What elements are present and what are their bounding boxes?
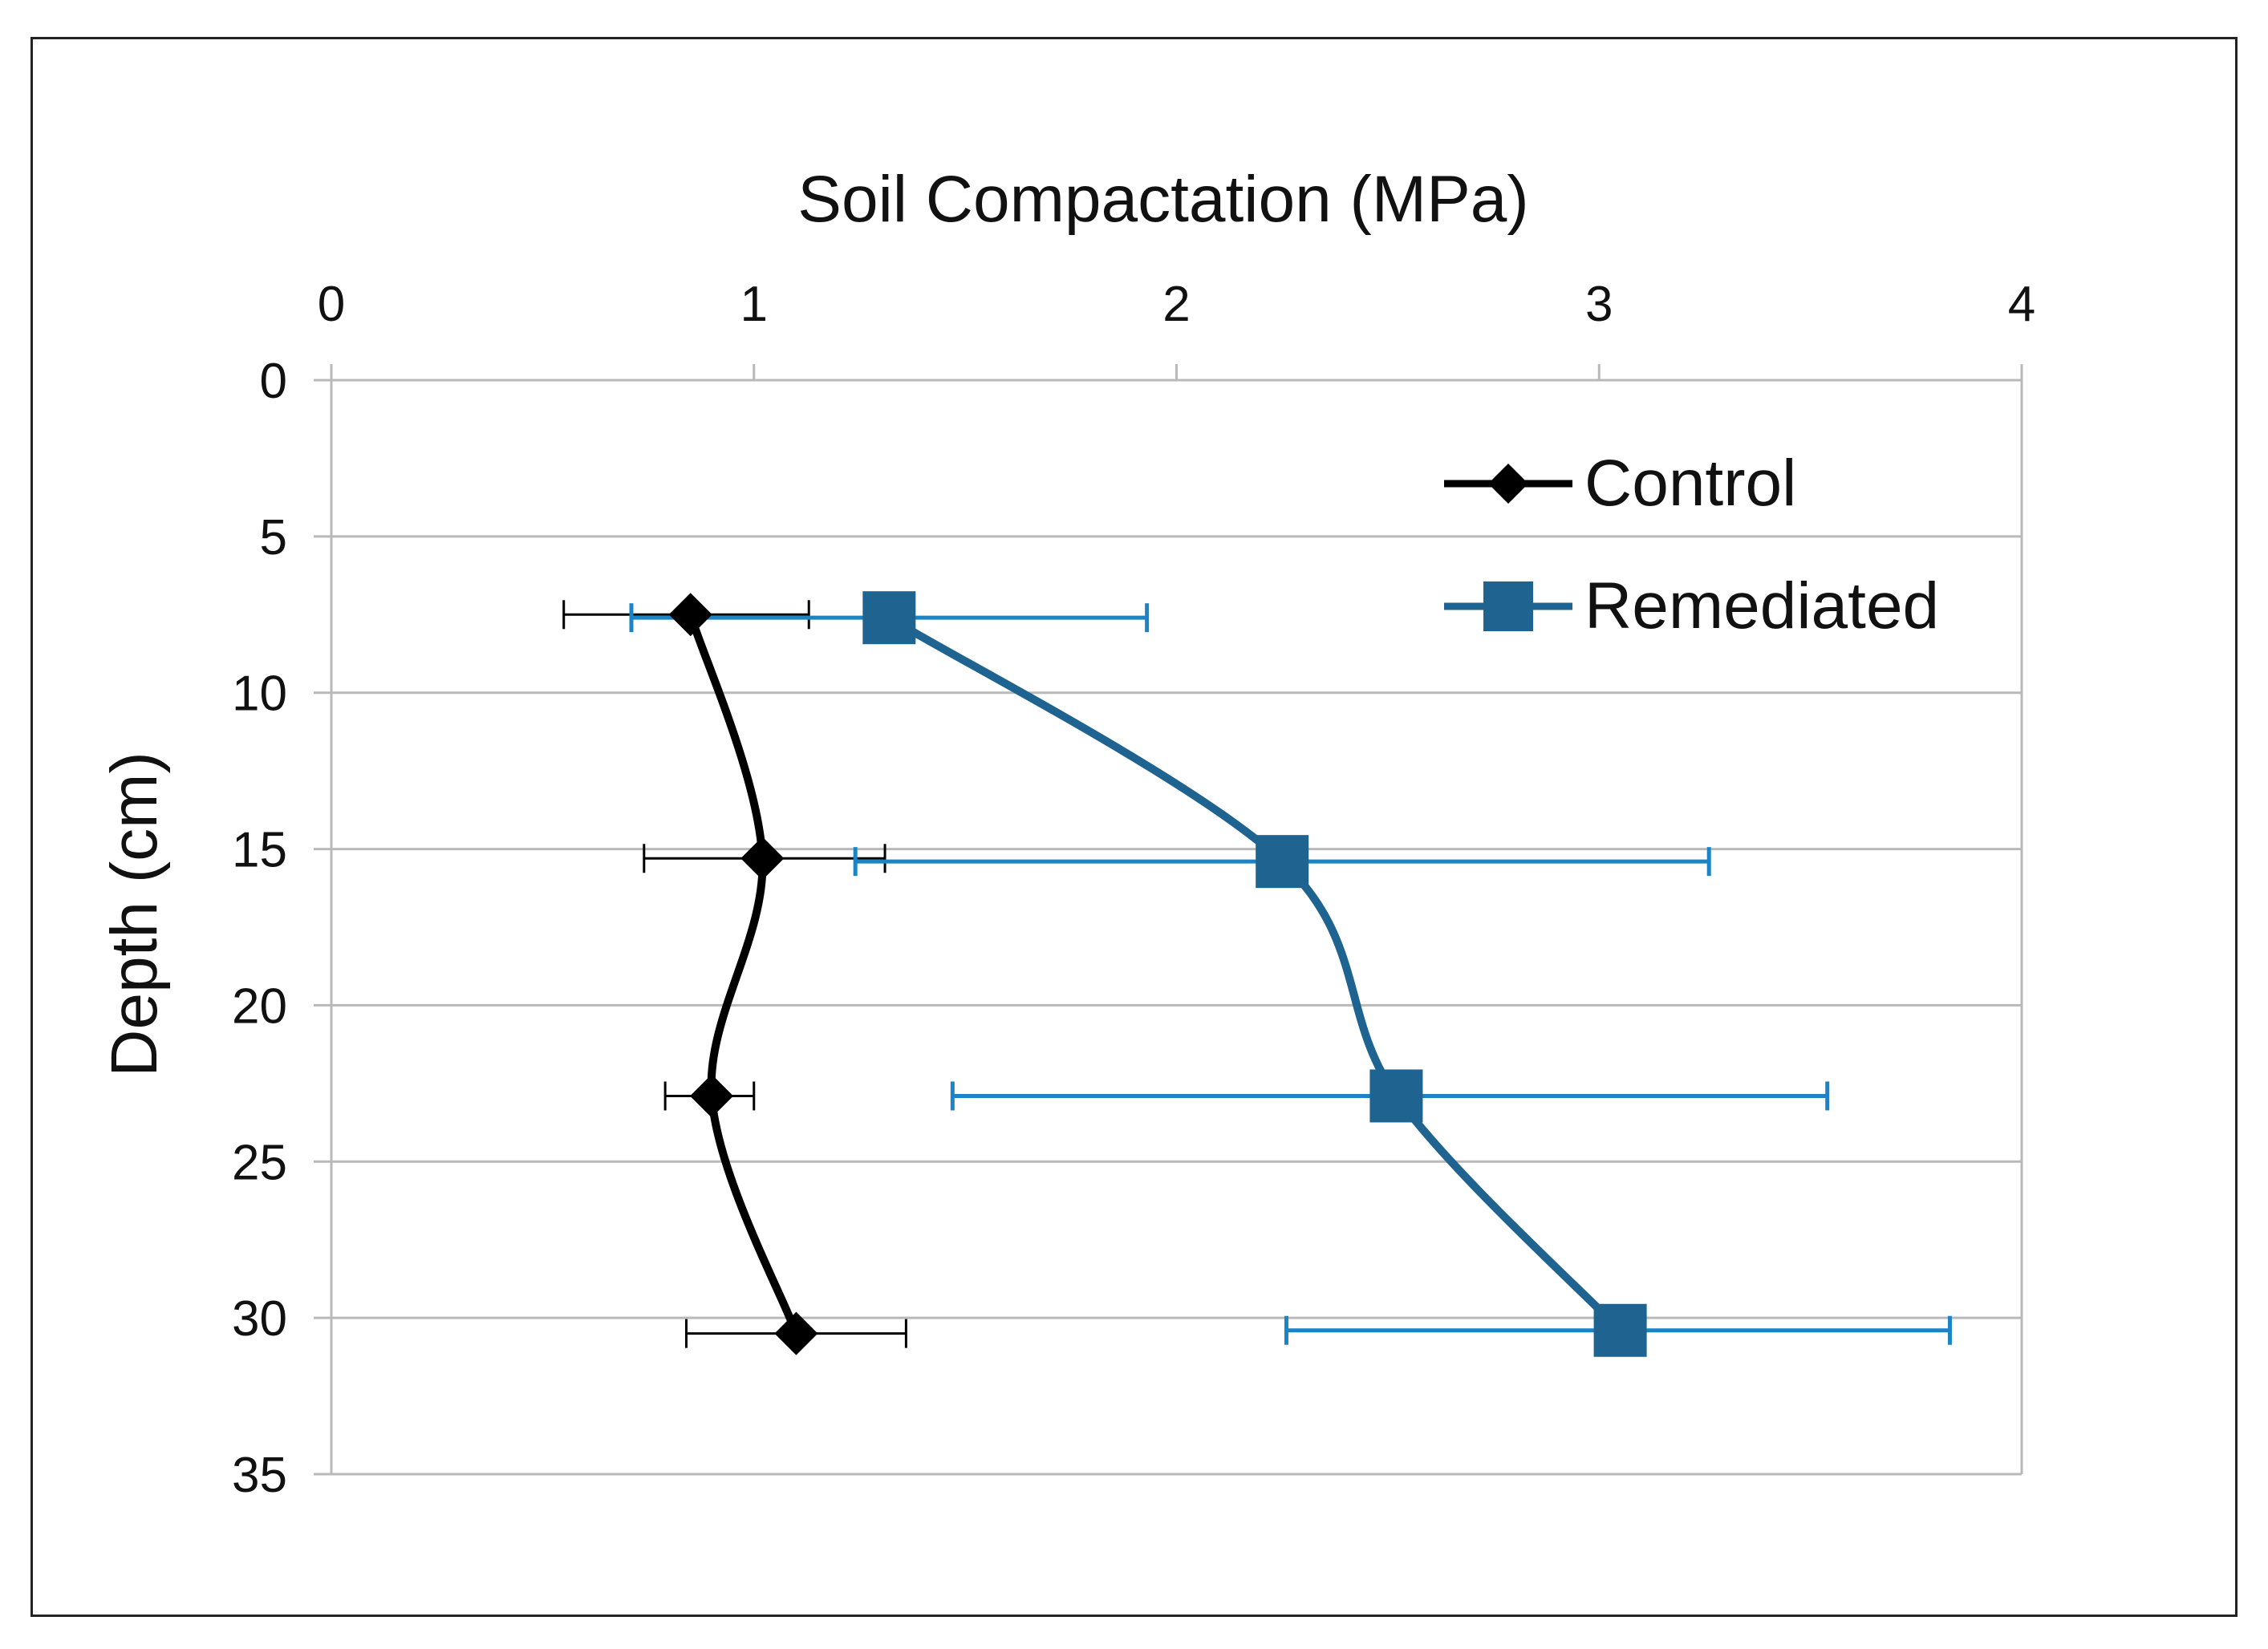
y-tick-label-30: 30 bbox=[232, 1291, 287, 1347]
legend-control-marker-diamond-icon bbox=[1488, 464, 1528, 504]
x-tick-label-3: 3 bbox=[1585, 277, 1613, 332]
point-control-0 bbox=[668, 593, 712, 637]
legend: Control Remediated bbox=[1444, 447, 1939, 642]
y-tick-label-35: 35 bbox=[232, 1448, 287, 1503]
x-axis-title: Soil Compactation (MPa) bbox=[797, 163, 1528, 236]
point-control-2 bbox=[690, 1074, 734, 1118]
y-axis-title: Depth (cm) bbox=[98, 752, 171, 1077]
legend-remediated-label: Remediated bbox=[1584, 569, 1939, 642]
point-remediated-3 bbox=[1593, 1303, 1647, 1357]
x-tick-label-4: 4 bbox=[2008, 277, 2035, 332]
data-markers bbox=[668, 591, 1647, 1357]
y-tick-label-25: 25 bbox=[232, 1135, 287, 1190]
y-tick-label-15: 15 bbox=[232, 823, 287, 878]
point-remediated-1 bbox=[1256, 835, 1309, 889]
axes: 0 5 10 15 20 25 30 35 0 1 2 3 4 bbox=[232, 277, 2035, 1503]
point-remediated-0 bbox=[862, 591, 916, 645]
grid-lines bbox=[331, 535, 2022, 1476]
x-tick-label-1: 1 bbox=[740, 277, 768, 332]
legend-remediated-marker-square-icon bbox=[1483, 581, 1533, 631]
x-tick-label-0: 0 bbox=[318, 277, 345, 332]
y-tick-label-5: 5 bbox=[260, 510, 287, 565]
series-line-remediated bbox=[887, 614, 1624, 1334]
x-tick-label-2: 2 bbox=[1162, 277, 1190, 332]
y-tick-label-0: 0 bbox=[260, 354, 287, 409]
point-control-3 bbox=[774, 1311, 818, 1355]
series-line-control bbox=[686, 613, 801, 1335]
point-control-1 bbox=[740, 837, 785, 881]
y-tick-label-10: 10 bbox=[232, 666, 287, 722]
chart-frame bbox=[30, 37, 2238, 1617]
error-bars bbox=[562, 600, 1952, 1348]
series-lines bbox=[686, 613, 1624, 1335]
point-remediated-2 bbox=[1369, 1069, 1423, 1123]
legend-control-label: Control bbox=[1584, 447, 1796, 520]
y-tick-label-20: 20 bbox=[232, 978, 287, 1034]
